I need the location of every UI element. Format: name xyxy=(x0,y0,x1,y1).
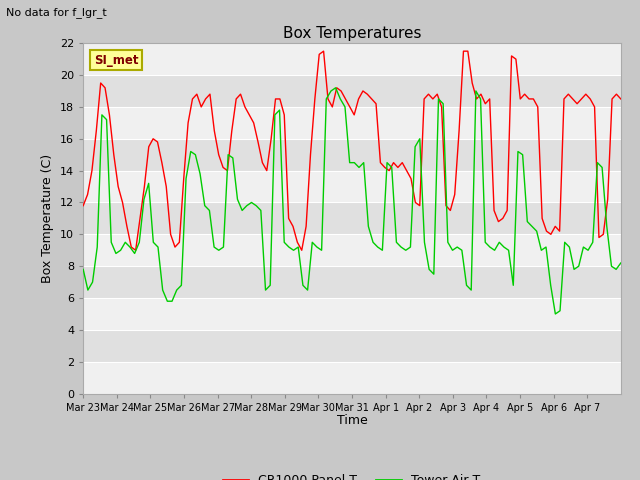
Y-axis label: Box Temperature (C): Box Temperature (C) xyxy=(42,154,54,283)
Text: SI_met: SI_met xyxy=(94,54,138,67)
Bar xyxy=(83,330,621,362)
Bar xyxy=(83,139,621,170)
Legend: CR1000 Panel T, Tower Air T: CR1000 Panel T, Tower Air T xyxy=(218,469,486,480)
Text: No data for f_lgr_t: No data for f_lgr_t xyxy=(6,7,107,18)
Bar xyxy=(83,75,621,107)
X-axis label: Time: Time xyxy=(337,414,367,427)
Bar xyxy=(83,203,621,234)
Bar xyxy=(83,266,621,298)
Title: Box Temperatures: Box Temperatures xyxy=(283,25,421,41)
